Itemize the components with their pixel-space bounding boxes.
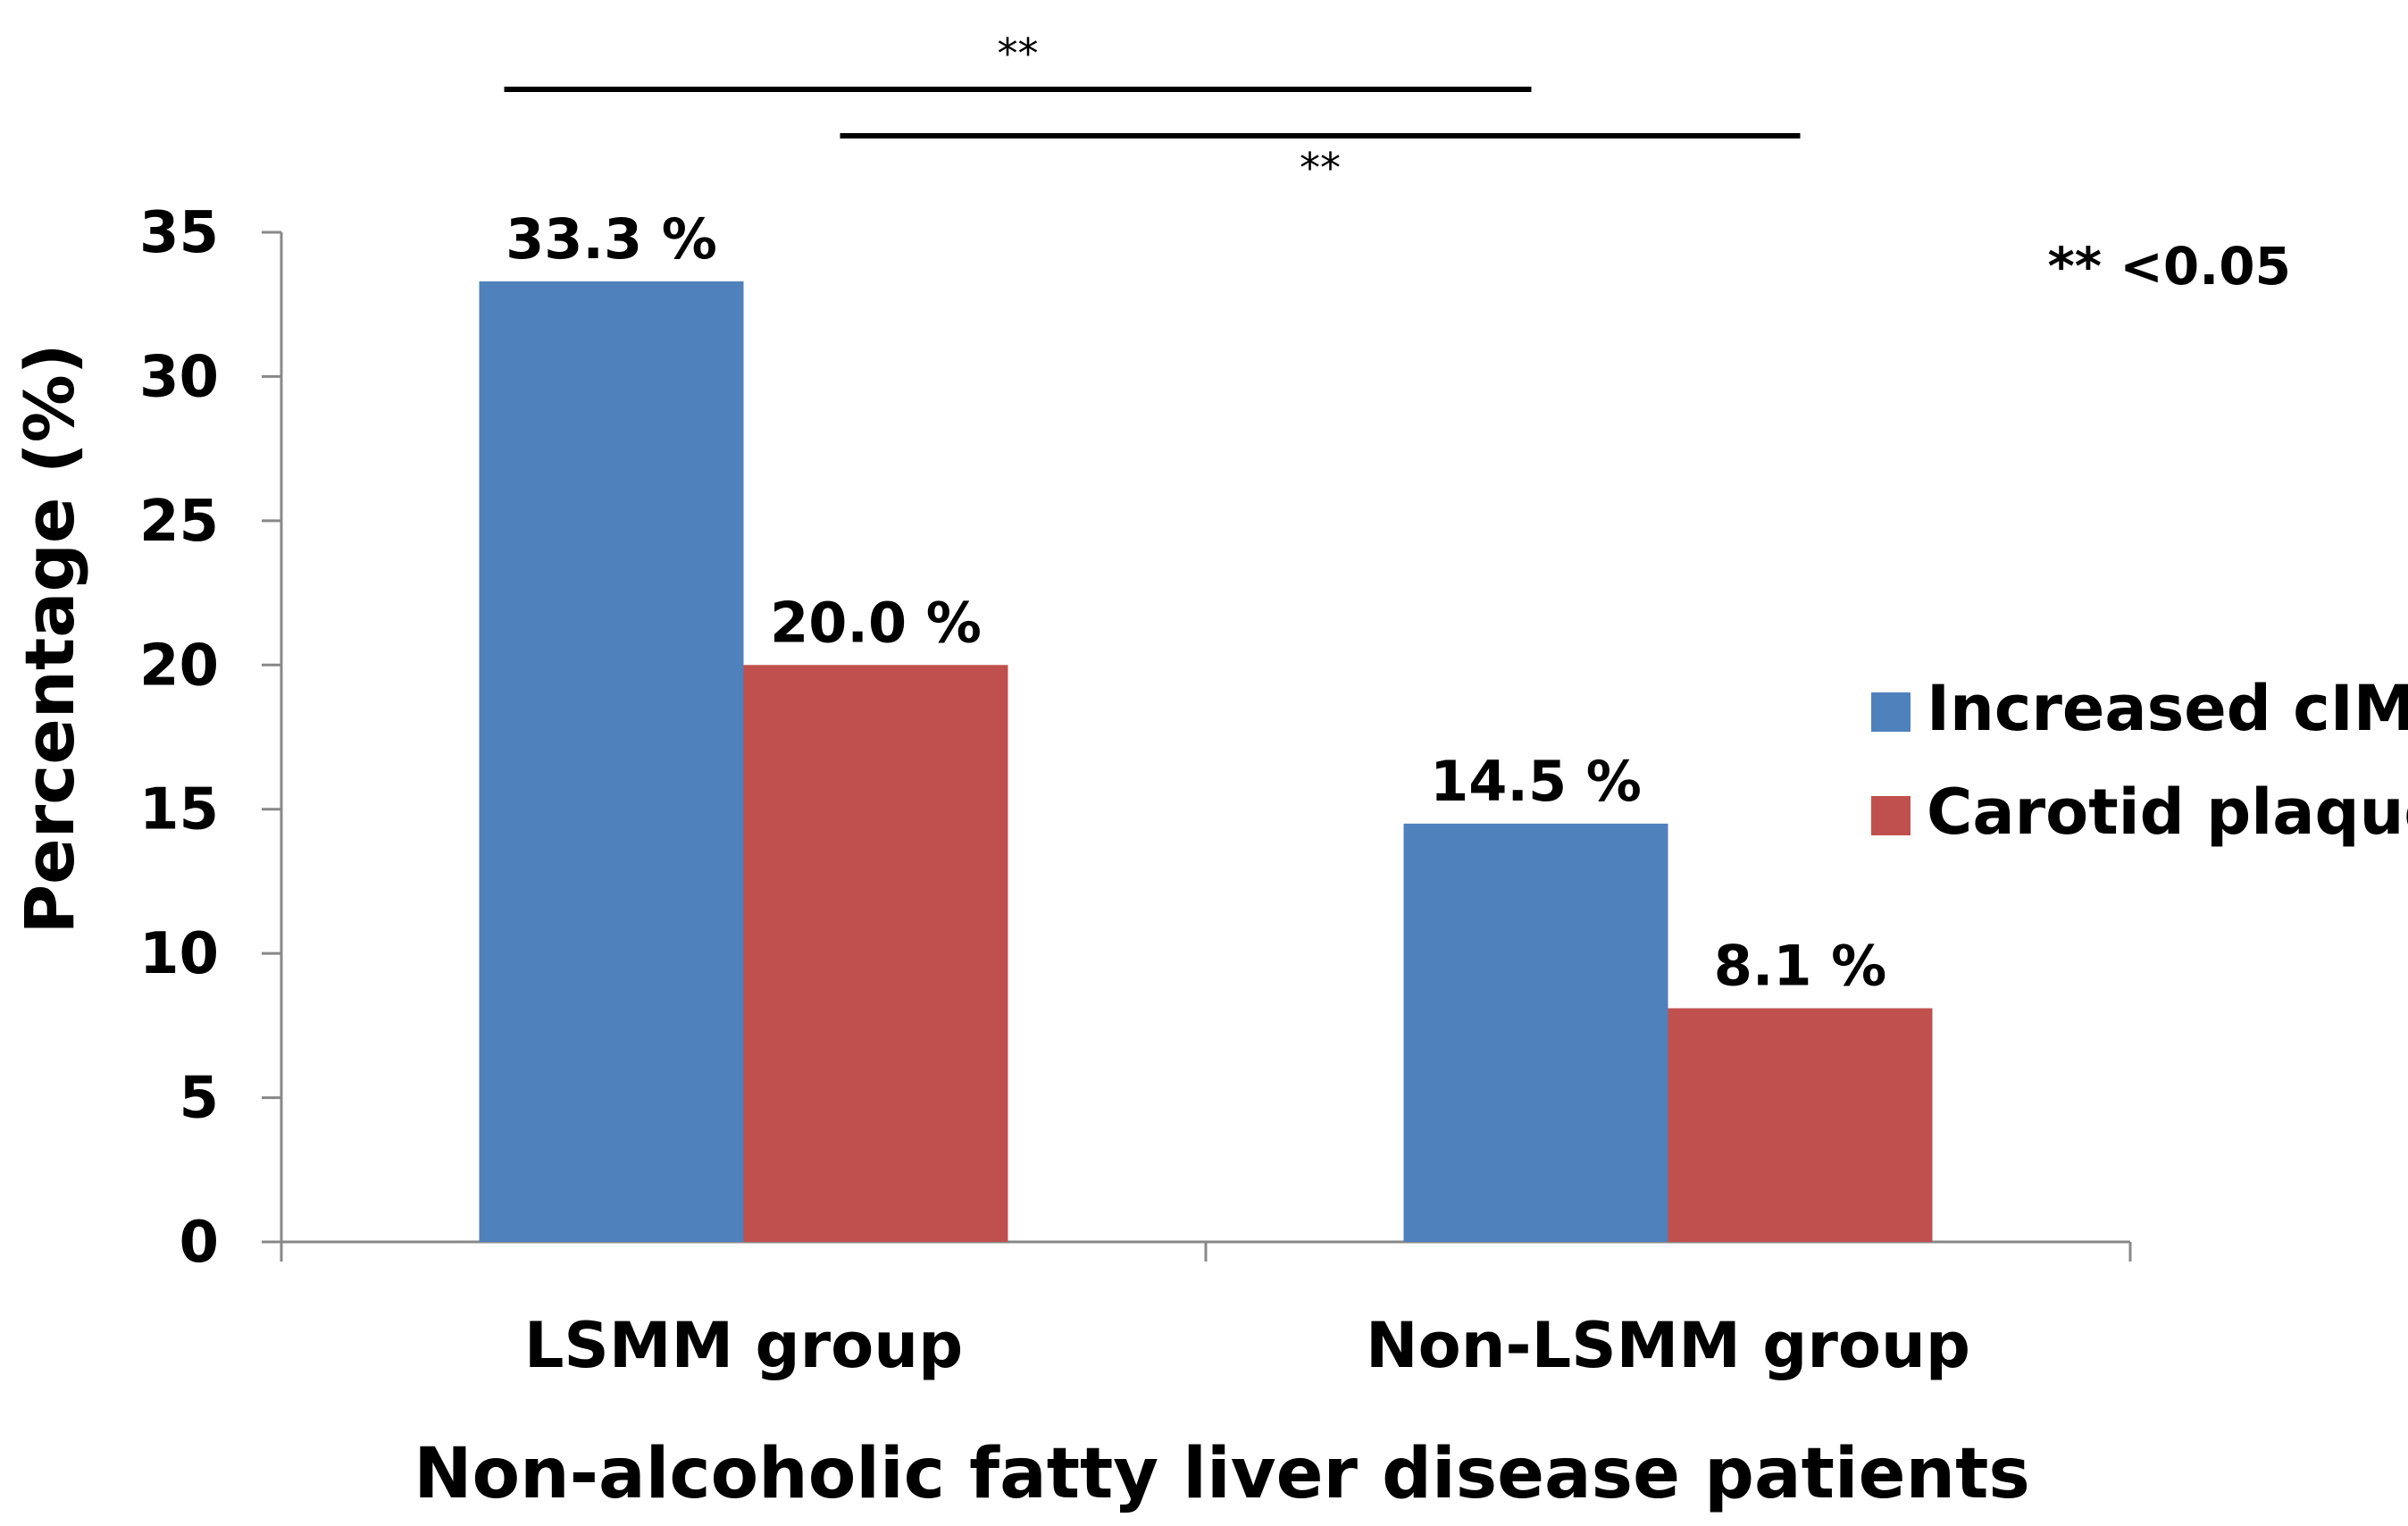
legend: Increased cIMT Carotid plaque	[1871, 672, 2408, 849]
significance-mark: **	[1300, 144, 1341, 192]
y-tick-label: 25	[139, 489, 219, 555]
x-ticks	[280, 1242, 2132, 1262]
bar-value-label: 33.3 %	[506, 206, 717, 272]
bar	[1668, 1008, 1933, 1242]
bars	[479, 281, 1933, 1242]
y-ticks: 0 5 10 15 20 25 30 35	[139, 200, 281, 1276]
data-labels: 33.3 % 20.0 % 14.5 % 8.1 %	[506, 206, 1886, 999]
significance-brackets: ** **	[504, 29, 1801, 192]
category-label: LSMM group	[524, 1309, 963, 1382]
y-axis-label: Percentage (%)	[10, 343, 89, 934]
bar-value-label: 8.1 %	[1714, 933, 1887, 998]
category-label: Non-LSMM group	[1366, 1309, 1970, 1382]
legend-label: Carotid plaque	[1927, 776, 2408, 849]
bar	[743, 665, 1008, 1242]
y-tick-label: 10	[139, 921, 219, 987]
y-tick-label: 35	[139, 200, 219, 266]
bar	[1403, 823, 1668, 1242]
y-tick-label: 0	[179, 1210, 219, 1276]
bar	[479, 281, 744, 1242]
category-labels: LSMM group Non-LSMM group	[524, 1309, 1970, 1382]
y-tick-label: 5	[179, 1066, 219, 1132]
bar-value-label: 14.5 %	[1430, 749, 1642, 814]
y-tick-label: 20	[139, 633, 219, 699]
significance-note: ** <0.05	[2047, 236, 2291, 297]
legend-swatch	[1871, 796, 1911, 835]
x-axis-label: Non-alcoholic fatty liver disease patien…	[414, 1434, 2030, 1514]
significance-mark: **	[998, 29, 1039, 78]
y-tick-label: 30	[139, 344, 219, 410]
legend-swatch	[1871, 692, 1911, 732]
bar-value-label: 20.0 %	[770, 590, 982, 655]
legend-label: Increased cIMT	[1927, 672, 2408, 745]
y-tick-label: 15	[139, 777, 219, 843]
